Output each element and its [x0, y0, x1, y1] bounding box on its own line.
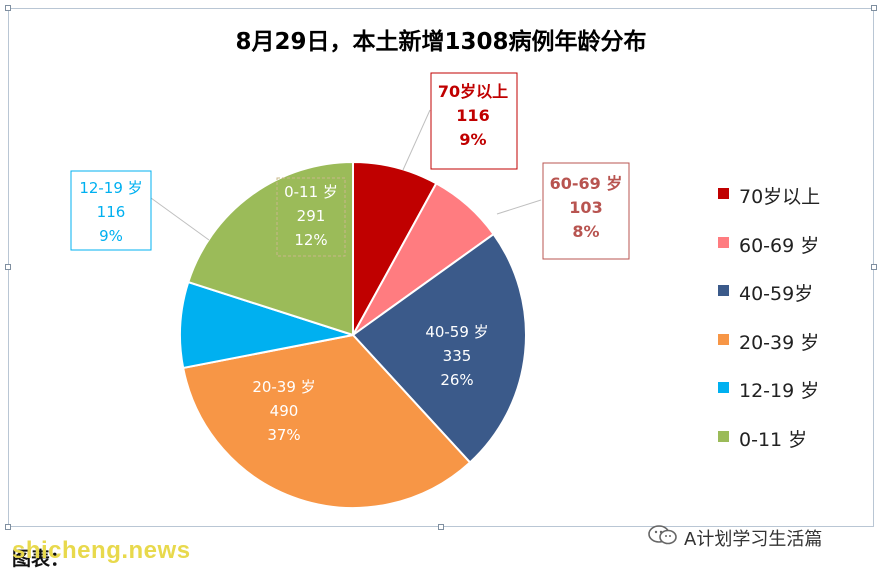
brand-name: A计划学习生活篇 — [684, 528, 823, 550]
leader-line-0 — [402, 109, 431, 171]
resize-handle-bottom[interactable] — [438, 524, 444, 530]
legend-swatch-0 — [718, 188, 729, 199]
data-label-box-0 — [430, 72, 518, 170]
data-label-percent-3: 37% — [267, 426, 300, 444]
chat-bubble-icon — [648, 524, 678, 551]
data-label-percent-2: 26% — [440, 371, 473, 389]
data-label-value-4: 116 — [97, 203, 126, 221]
chart-title: 8月29日，本土新增1308病例年龄分布 — [235, 29, 647, 55]
site-watermark: shicheng.news — [12, 537, 191, 564]
data-label-value-2: 335 — [443, 347, 472, 365]
leader-line-4 — [150, 197, 210, 241]
legend-swatch-1 — [718, 236, 729, 248]
legend-item-4: 12-19 岁 — [718, 376, 820, 425]
legend-label-0: 70岁以上 — [739, 186, 821, 208]
chart-caption: 图表： — [12, 548, 70, 570]
legend-item-1: 60-69 岁 — [718, 231, 820, 280]
legend-label-2: 40-59岁 — [739, 283, 814, 306]
data-label-value-1: 103 — [569, 198, 602, 217]
legend-label-4: 12-19 岁 — [739, 380, 820, 403]
pie-slice-3 — [181, 333, 472, 509]
data-label-name-0: 70岁以上 — [438, 82, 508, 101]
data-label-percent-0: 9% — [459, 130, 486, 149]
legend-swatch-4 — [718, 382, 729, 394]
resize-handle-top-left[interactable] — [5, 5, 11, 11]
data-label-name-1: 60-69 岁 — [550, 174, 623, 193]
legend-swatch-5 — [718, 430, 729, 442]
resize-handle-top-right[interactable] — [871, 5, 877, 11]
data-label-percent-5: 12% — [294, 231, 327, 249]
legend-item-3: 20-39 岁 — [718, 328, 820, 377]
data-label-percent-1: 8% — [572, 222, 599, 241]
brand-tag: A计划学习生活篇 — [648, 524, 822, 551]
legend-item-2: 40-59岁 — [718, 279, 820, 328]
data-label-name-4: 12-19 岁 — [79, 179, 142, 197]
data-label-percent-4: 9% — [99, 227, 123, 245]
data-label-name-5: 0-11 岁 — [284, 183, 338, 201]
pie-slice-5 — [187, 160, 354, 337]
legend-swatch-2 — [718, 285, 729, 297]
legend-label-5: 0-11 岁 — [739, 428, 808, 451]
data-label-box-4 — [70, 170, 152, 251]
leader-line-1 — [496, 199, 542, 215]
data-label-box-5 — [276, 177, 346, 257]
data-label-name-2: 40-59 岁 — [425, 323, 488, 341]
legend-item-0: 70岁以上 — [718, 182, 820, 231]
resize-handle-left[interactable] — [5, 264, 11, 270]
legend-item-5: 0-11 岁 — [718, 425, 820, 474]
legend-label-1: 60-69 岁 — [739, 234, 820, 257]
legend-swatch-3 — [718, 333, 729, 345]
resize-handle-bottom-left[interactable] — [5, 524, 11, 530]
resize-handle-right[interactable] — [871, 264, 877, 270]
legend-label-3: 20-39 岁 — [739, 331, 820, 354]
chart-legend: 70岁以上 60-69 岁 40-59岁 20-39 岁 12-19 岁 0-11 岁 — [718, 182, 820, 474]
data-label-value-0: 116 — [456, 106, 489, 125]
data-label-box-1 — [542, 162, 630, 260]
data-label-value-5: 291 — [297, 207, 326, 225]
pie-slice-2 — [351, 232, 527, 464]
data-label-value-3: 490 — [270, 402, 299, 420]
data-label-name-3: 20-39 岁 — [252, 378, 315, 396]
